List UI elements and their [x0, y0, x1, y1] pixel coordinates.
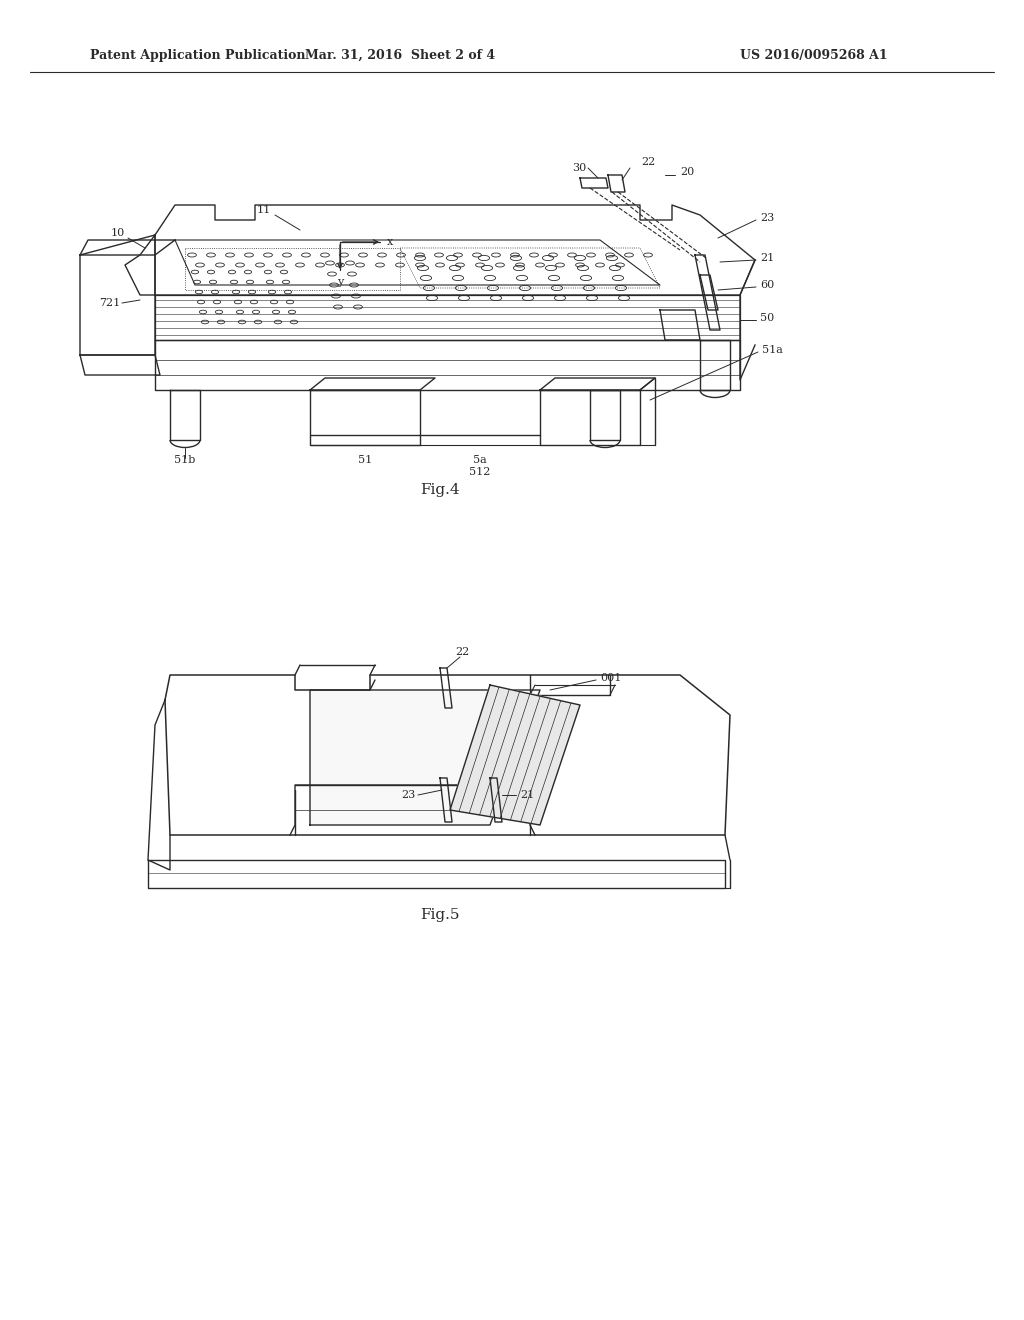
Text: Fig.4: Fig.4 [420, 483, 460, 498]
Text: 51: 51 [357, 455, 372, 465]
Text: 20: 20 [680, 168, 694, 177]
Text: Mar. 31, 2016  Sheet 2 of 4: Mar. 31, 2016 Sheet 2 of 4 [305, 49, 495, 62]
Text: 21: 21 [760, 253, 774, 263]
Text: 721: 721 [98, 298, 120, 308]
Text: 50: 50 [760, 313, 774, 323]
Text: 51b: 51b [174, 455, 196, 465]
Text: 001: 001 [600, 673, 622, 682]
Text: 21: 21 [520, 789, 535, 800]
Text: x: x [387, 238, 393, 247]
Text: US 2016/0095268 A1: US 2016/0095268 A1 [740, 49, 888, 62]
Text: Patent Application Publication: Patent Application Publication [90, 49, 305, 62]
Text: 60: 60 [760, 280, 774, 290]
Text: 22: 22 [455, 647, 469, 657]
Text: 23: 23 [400, 789, 415, 800]
Text: 51a: 51a [762, 345, 783, 355]
Text: 5a: 5a [473, 455, 486, 465]
Text: 512: 512 [469, 467, 490, 477]
Polygon shape [310, 690, 540, 825]
Text: Fig.5: Fig.5 [420, 908, 460, 921]
Polygon shape [450, 685, 580, 825]
Text: 11: 11 [257, 205, 271, 215]
Text: 22: 22 [641, 157, 655, 168]
Text: 23: 23 [760, 213, 774, 223]
Text: 10: 10 [111, 228, 125, 238]
Text: 30: 30 [571, 162, 586, 173]
Text: y: y [337, 277, 343, 286]
